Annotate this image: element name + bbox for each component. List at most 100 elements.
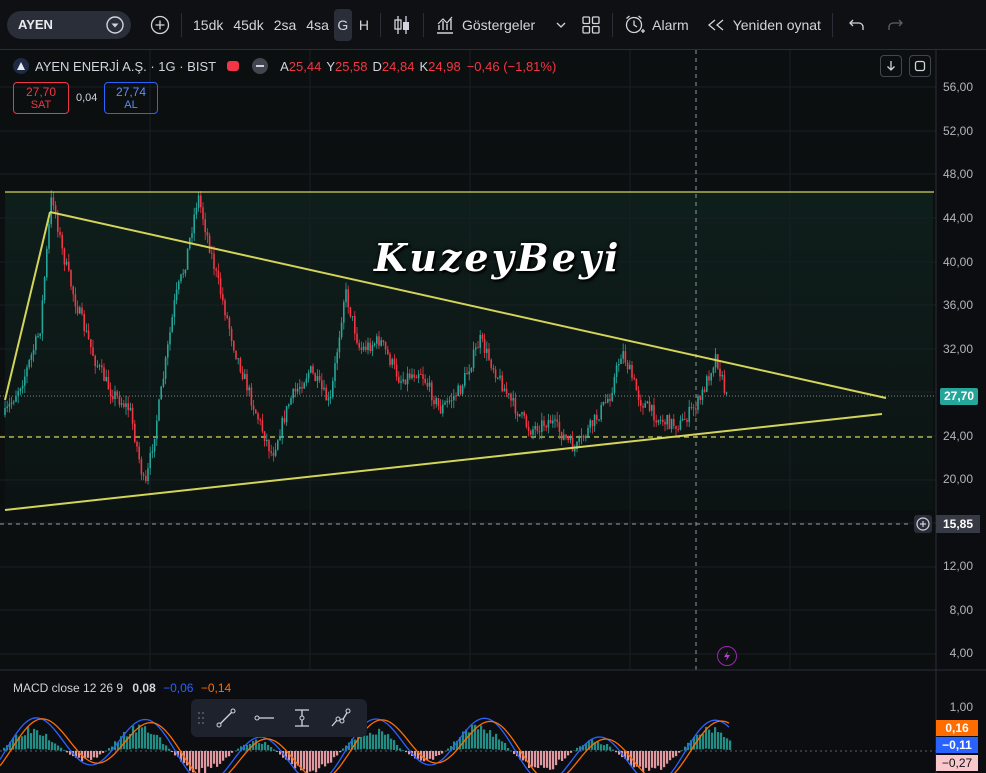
candle-body: [340, 322, 343, 338]
layout-grid-icon[interactable]: [576, 9, 606, 41]
macd-histogram-bar: [75, 751, 78, 758]
add-alert-plus-icon[interactable]: [914, 515, 932, 533]
macd-histogram-bar: [633, 751, 636, 768]
scroll-to-end-icon[interactable]: [880, 55, 902, 77]
candle-body: [519, 414, 521, 417]
candle-body: [369, 342, 371, 352]
macd-histogram-bar: [327, 751, 330, 764]
lower-triangle-line: [4, 413, 883, 511]
symbol-swap-icon[interactable]: [105, 15, 125, 35]
interval-4h[interactable]: 4sa: [306, 16, 329, 33]
candle-body: [725, 392, 728, 394]
candle-body: [585, 436, 587, 438]
macd-histogram-bar: [93, 751, 96, 758]
candle-body: [543, 420, 545, 426]
macd-legend[interactable]: MACD close 12 26 9 0,08 −0,06 −0,14: [13, 681, 231, 695]
macd-histogram-bar: [165, 745, 168, 751]
candle-body: [57, 213, 59, 232]
candle-body: [668, 414, 671, 430]
trend-line-tool-icon[interactable]: [207, 699, 245, 737]
candle-body: [604, 401, 607, 403]
macd-histogram-bar: [9, 741, 12, 751]
candle-body: [316, 375, 319, 382]
buy-button[interactable]: 27,74 AL: [104, 82, 158, 114]
candle-body: [613, 376, 616, 393]
market-status-icon[interactable]: [227, 61, 240, 71]
divider: [612, 12, 614, 37]
interval-week[interactable]: H: [358, 16, 369, 33]
undo-icon[interactable]: [843, 9, 871, 41]
candle-body: [222, 294, 224, 301]
candle-body: [248, 387, 250, 391]
replay-button[interactable]: Yeniden oynat: [702, 9, 826, 41]
interval-15m[interactable]: 15dk: [193, 16, 224, 33]
candle-body: [552, 420, 554, 424]
candle-body: [61, 234, 63, 249]
candle-body: [545, 425, 547, 428]
macd-histogram-bar: [486, 733, 489, 750]
macd-histogram-bar: [714, 727, 717, 749]
path-tool-icon[interactable]: [321, 699, 359, 737]
lightning-icon[interactable]: [717, 646, 737, 666]
candle-body: [288, 404, 290, 407]
interval-2h[interactable]: 2sa: [273, 16, 297, 33]
legend-open: A25,44: [280, 58, 322, 74]
sell-button[interactable]: 27,70 SAT: [13, 82, 69, 114]
interval-day[interactable]: G: [333, 8, 352, 41]
candle-body: [204, 219, 206, 233]
candle-body: [549, 419, 552, 424]
macd-histogram-bar: [711, 732, 714, 750]
redo-icon[interactable]: [881, 9, 909, 41]
compare-add-icon[interactable]: [145, 9, 175, 41]
indicators-dropdown-icon[interactable]: [550, 9, 572, 41]
macd-histogram-bar: [615, 751, 618, 753]
macd-histogram-bar: [438, 751, 441, 756]
candle-body: [563, 434, 565, 440]
hide-legend-icon[interactable]: [252, 58, 269, 74]
candle-body: [32, 350, 35, 355]
symbol-label: AYEN: [18, 17, 53, 32]
macd-histogram-bar: [279, 751, 282, 755]
candles-icon[interactable]: [387, 9, 417, 41]
macd-histogram-bar: [336, 751, 339, 756]
candle-body: [228, 317, 231, 329]
macd-histogram-bar: [402, 750, 405, 751]
horizontal-ray-tool-icon[interactable]: [245, 699, 283, 737]
macd-histogram-bar: [708, 729, 711, 749]
interval-45m[interactable]: 45dk: [233, 16, 264, 33]
divider: [423, 12, 424, 37]
indicators-button[interactable]: Göstergeler: [430, 9, 540, 41]
trendlines[interactable]: [4, 191, 934, 511]
candle-body: [116, 391, 118, 396]
macd-histogram-bar: [63, 750, 66, 751]
candle-body: [406, 373, 409, 385]
alarm-button[interactable]: Alarm: [619, 9, 694, 41]
legend-title[interactable]: AYEN ENERJİ A.Ş. · 1G · BIST: [35, 58, 217, 74]
drag-handle-icon[interactable]: [197, 708, 207, 728]
candle-body: [626, 362, 629, 370]
macd-histogram-bar: [195, 751, 198, 770]
candle-body: [598, 419, 600, 421]
macd-histogram-bar: [477, 729, 480, 749]
price-range-tool-icon[interactable]: [283, 699, 321, 737]
macd-histogram-bar: [207, 751, 210, 767]
symbol-search[interactable]: AYEN: [7, 10, 131, 39]
candle-body: [292, 388, 294, 399]
macd-histogram-bar: [642, 751, 645, 772]
candle-body: [283, 417, 286, 423]
macd-histogram-bar: [681, 750, 684, 751]
macd-histogram-bar: [576, 747, 579, 751]
macd-histogram-bar: [201, 751, 204, 768]
macd-histogram-bar: [726, 738, 729, 750]
macd-histogram-bar: [120, 736, 123, 750]
macd-histogram-bar: [36, 730, 39, 749]
fullscreen-icon[interactable]: [909, 55, 931, 77]
macd-histogram-bar: [678, 751, 681, 753]
candle-body: [411, 374, 413, 379]
candle-body: [501, 375, 503, 392]
floating-drawing-toolbar[interactable]: [191, 699, 367, 737]
macd-histogram-bar: [624, 751, 627, 759]
macd-histogram-bar: [144, 726, 147, 749]
candle-body: [400, 381, 402, 383]
